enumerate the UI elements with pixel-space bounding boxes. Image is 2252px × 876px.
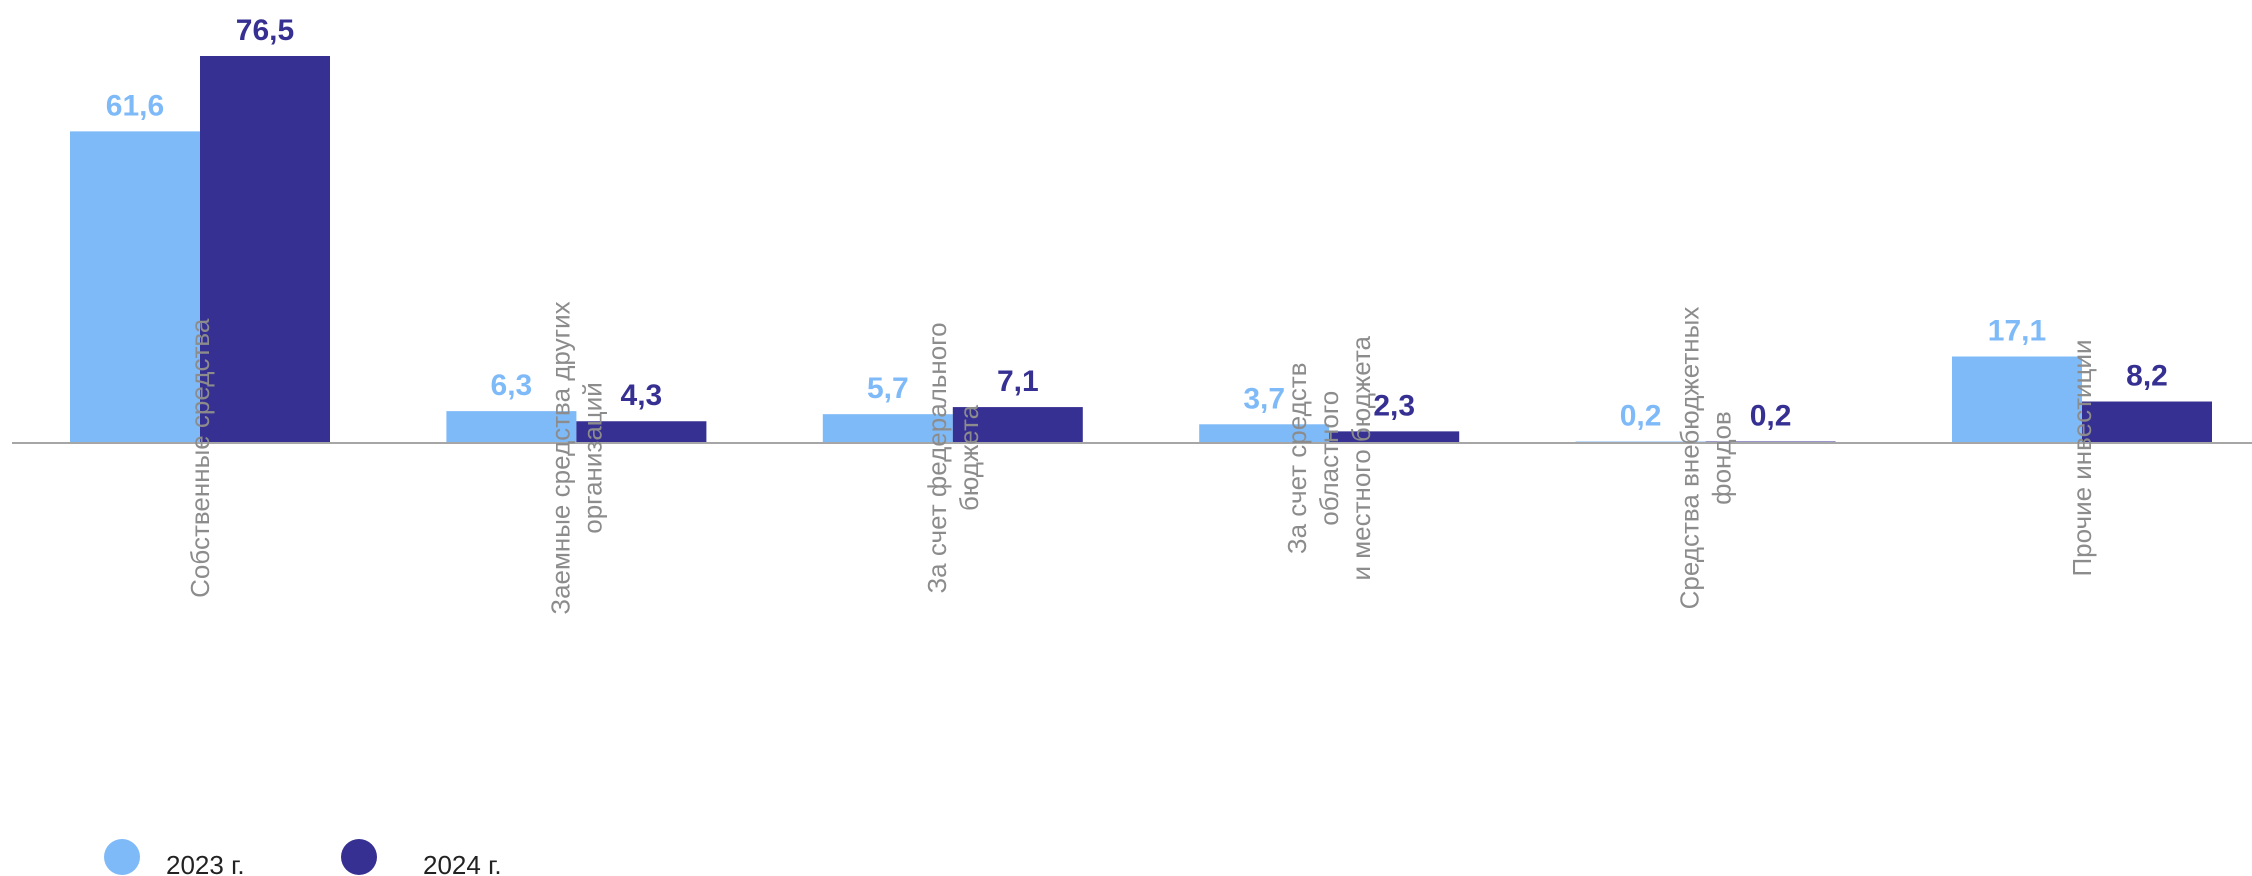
category-label-4: Средства внебюджетныхфондов xyxy=(1675,307,1737,610)
legend-marker-2023 xyxy=(104,839,140,875)
bar-2024-5 xyxy=(2082,401,2212,443)
category-label-line: фондов xyxy=(1707,411,1737,505)
category-label-line: Средства внебюджетных xyxy=(1675,307,1705,610)
bar-2024-3 xyxy=(1329,431,1460,443)
bar-2023-0 xyxy=(70,131,200,443)
category-label-line: За счет средств xyxy=(1282,362,1312,554)
bar-2024-0 xyxy=(200,56,330,443)
value-label-2023-2: 5,7 xyxy=(867,372,909,405)
legend-marker-2024 xyxy=(341,839,377,875)
value-label-2024-5: 8,2 xyxy=(2126,360,2168,393)
category-label-5: Прочие инвестиции xyxy=(2067,339,2097,576)
bar-2023-2 xyxy=(822,414,953,443)
bars-group xyxy=(70,56,2212,443)
bar-2024-1 xyxy=(576,421,707,443)
value-label-2024-4: 0,2 xyxy=(1750,400,1792,433)
category-label-0: Собственные средства xyxy=(185,318,215,598)
category-label-line: Прочие инвестиции xyxy=(2067,339,2097,576)
value-label-2024-3: 2,3 xyxy=(1373,389,1415,422)
bar-2023-1 xyxy=(446,411,577,443)
value-label-2023-3: 3,7 xyxy=(1243,382,1285,415)
legend-label-2023: 2023 г. xyxy=(166,850,245,876)
value-labels-group: 61,6 76,5 6,3 4,3 5,7 7,1 3,7 2,3 0,2 0,2 17,1 8,2 xyxy=(106,14,2168,433)
category-label-line: Заемные средства других xyxy=(545,301,575,614)
value-label-2024-2: 7,1 xyxy=(997,365,1039,398)
value-label-2023-4: 0,2 xyxy=(1620,400,1662,433)
category-label-1: Заемные средства другихорганизаций xyxy=(545,301,607,614)
category-label-line: Собственные средства xyxy=(185,318,215,598)
value-label-2023-1: 6,3 xyxy=(491,369,533,402)
bar-2023-5 xyxy=(1952,356,2082,443)
bar-2023-3 xyxy=(1199,424,1330,443)
category-label-2: За счет федеральногобюджета xyxy=(922,322,984,593)
bar-2024-2 xyxy=(952,407,1083,443)
category-labels-group: Собственные средства Заемные средства дру… xyxy=(185,301,2097,614)
category-label-line: областного xyxy=(1314,391,1344,526)
value-label-2024-1: 4,3 xyxy=(621,379,663,412)
legend: 2023 г. 2024 г. xyxy=(104,839,502,876)
category-label-line: и местного бюджета xyxy=(1346,335,1376,580)
category-label-line: организаций xyxy=(577,382,607,534)
legend-label-2024: 2024 г. xyxy=(423,850,502,876)
value-label-2023-5: 17,1 xyxy=(1988,314,2046,347)
category-label-line: За счет федерального xyxy=(922,322,952,593)
value-label-2023-0: 61,6 xyxy=(106,89,164,122)
category-label-line: бюджета xyxy=(954,404,984,511)
category-label-3: За счет средствобластногои местного бюдж… xyxy=(1282,335,1376,580)
value-label-2024-0: 76,5 xyxy=(236,14,294,47)
